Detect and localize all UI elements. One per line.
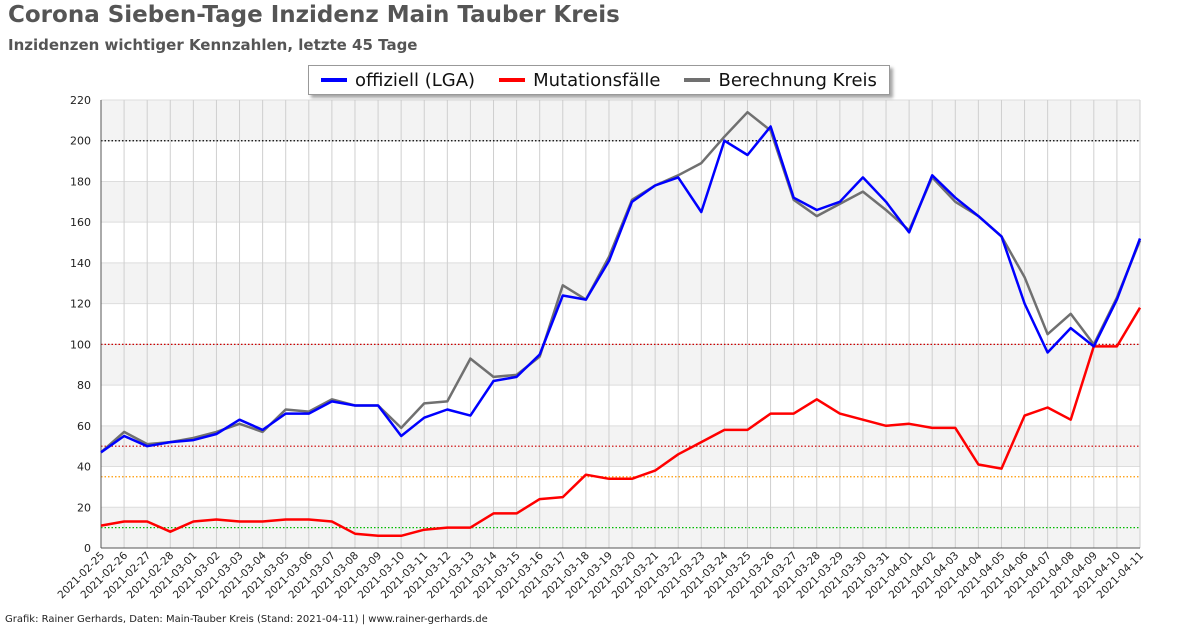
legend-label-mutations: Mutationsfälle	[533, 69, 661, 91]
grid-band	[101, 181, 1140, 223]
y-tick-label: 80	[77, 379, 91, 392]
legend-item-mutations: Mutationsfälle	[499, 70, 660, 91]
chart-legend: offiziell (LGA) Mutationsfälle Berechnun…	[308, 65, 890, 95]
legend-swatch-official	[321, 78, 348, 82]
grid-band	[101, 100, 1140, 141]
legend-label-district: Berechnung Kreis	[718, 69, 877, 91]
legend-item-official: offiziell (LGA)	[321, 70, 475, 91]
legend-swatch-district	[684, 78, 711, 82]
y-tick-label: 160	[70, 216, 91, 229]
legend-swatch-mutations	[499, 78, 526, 82]
legend-item-district: Berechnung Kreis	[684, 69, 877, 91]
chart-title: Corona Sieben-Tage Inzidenz Main Tauber …	[8, 2, 620, 28]
y-tick-label: 40	[77, 461, 91, 474]
y-tick-label: 200	[70, 135, 91, 148]
y-tick-label: 20	[77, 501, 91, 514]
legend-label-official: offiziell (LGA)	[355, 69, 476, 91]
series-line	[100, 307, 1142, 538]
y-tick-label: 60	[77, 420, 91, 433]
y-tick-label: 0	[84, 542, 91, 555]
chart-footer: Grafik: Rainer Gerhards, Daten: Main-Tau…	[5, 614, 488, 625]
grid-band	[101, 262, 1140, 304]
chart-subtitle: Inzidenzen wichtiger Kennzahlen, letzte …	[8, 36, 418, 54]
grid-band	[101, 344, 1140, 386]
series-line	[100, 125, 1142, 454]
y-tick-label: 220	[70, 94, 91, 107]
y-tick-label: 180	[70, 175, 91, 188]
y-tick-label: 120	[70, 298, 91, 311]
y-tick-label: 140	[70, 257, 91, 270]
y-tick-label: 100	[70, 338, 91, 351]
